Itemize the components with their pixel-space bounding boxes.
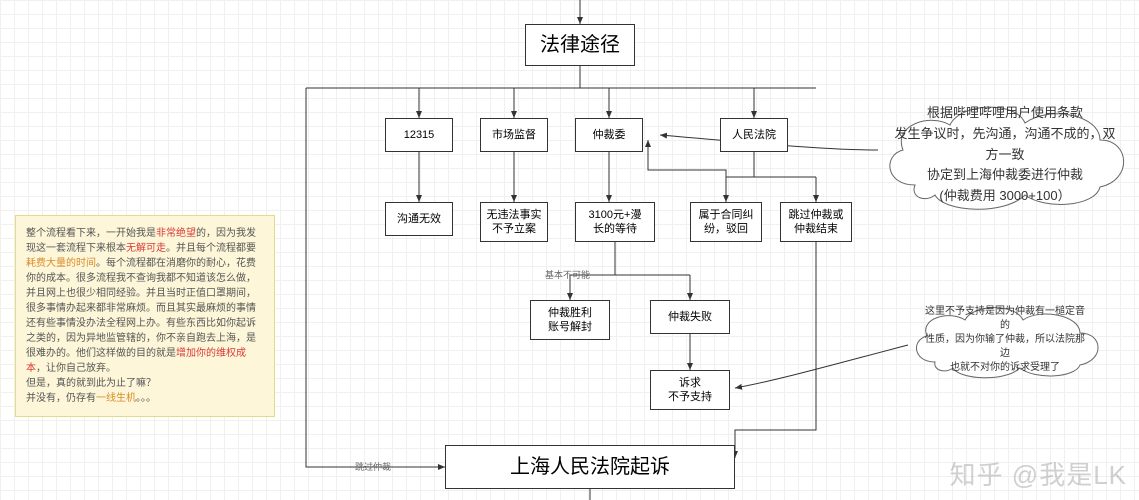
node-arbitration: 仲裁委 <box>575 118 643 152</box>
node-no-case: 无违法事实 不予立案 <box>480 202 548 242</box>
watermark: 知乎 @我是LK <box>950 455 1127 492</box>
node-market-supervision: 市场监督 <box>480 118 548 152</box>
node-root: 法律途径 <box>525 24 635 66</box>
node-contract-reject: 属于合同纠 纷，驳回 <box>690 202 762 242</box>
node-comm-fail: 沟通无效 <box>385 202 453 236</box>
node-fee-wait: 3100元+漫 长的等待 <box>575 202 655 242</box>
cloud-explain-text: 这里不予支持是因为仲裁有一槌定音的 性质，因为你输了仲裁，所以法院那边 也就不对… <box>923 305 1087 375</box>
cloud-explain: 这里不予支持是因为仲裁有一槌定音的 性质，因为你输了仲裁，所以法院那边 也就不对… <box>905 300 1105 380</box>
cloud-terms: 根据哔哩哔哩用户使用条款 发生争议时，先沟通，沟通不成的，双方一致 协定到上海仲… <box>875 95 1135 215</box>
edge-label-skip-arbitration: 跳过仲裁 <box>355 460 391 473</box>
node-skip-or-done: 跳过仲裁或 仲裁结束 <box>780 202 852 242</box>
node-arbit-win: 仲裁胜利 账号解封 <box>530 300 610 340</box>
node-12315: 12315 <box>385 118 453 152</box>
edge-label-almost-impossible: 基本不可能 <box>545 268 590 281</box>
node-no-support: 诉求 不予支持 <box>650 370 730 410</box>
cloud-terms-text: 根据哔哩哔哩用户使用条款 发生争议时，先沟通，沟通不成的，双方一致 协定到上海仲… <box>893 103 1117 207</box>
node-sue-shanghai: 上海人民法院起诉 <box>445 445 735 489</box>
sticky-note: 整个流程看下来，一开始我是非常绝望的，因为我发现这一套流程下来根本无解可走。并且… <box>15 215 275 417</box>
node-arbit-lose: 仲裁失败 <box>650 300 730 334</box>
node-court: 人民法院 <box>720 118 788 152</box>
